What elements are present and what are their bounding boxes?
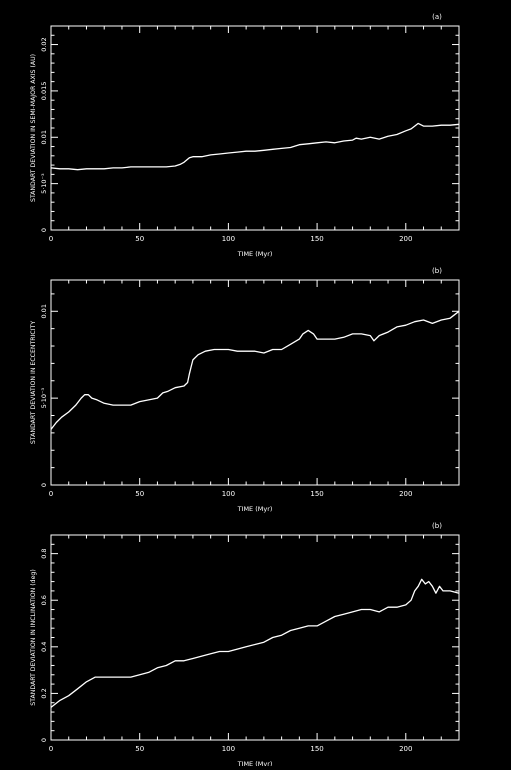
x-tick-label: 50 <box>135 235 144 243</box>
plot-frame <box>50 279 460 486</box>
x-tick-label: 200 <box>399 745 412 753</box>
y-tick-label: 0 <box>40 483 48 487</box>
y-axis-label: STANDART DEVIATION IN INCLINATION (deg) <box>30 569 37 706</box>
x-axis-label: TIME (Myr) <box>237 505 273 513</box>
x-tick-label: 200 <box>399 235 412 243</box>
panel-label: (b) <box>432 522 442 530</box>
x-tick-label: 200 <box>399 490 412 498</box>
x-tick-label: 0 <box>49 490 53 498</box>
x-tick-label: 100 <box>222 235 235 243</box>
plot-frame <box>50 534 460 741</box>
y-tick-label: 0.01 <box>40 304 48 318</box>
series-line-1 <box>50 122 460 171</box>
y-tick-label: 0 <box>40 228 48 232</box>
y-tick-label: 5·10⁻³ <box>40 173 48 194</box>
x-tick-label: 100 <box>222 490 235 498</box>
y-tick-label: 0.8 <box>40 548 48 558</box>
x-tick-label: 150 <box>310 490 323 498</box>
panel-2: 0 50 100 150 200 0 5·10⁻³ 0.01 TIME (Myr) STANDAR… <box>30 267 460 513</box>
x-tick-label: 100 <box>222 745 235 753</box>
x-axis-label: TIME (Myr) <box>237 250 273 258</box>
x-tick-label: 0 <box>49 235 53 243</box>
y-axis-label: STANDART DEVIATION IN ECCENTRICITY <box>30 321 37 444</box>
x-tick-label: 50 <box>135 745 144 753</box>
panel-1: 0 50 100 150 200 0 5·10⁻³ 0.01 0.015 0.02 TIME (My… <box>30 13 460 258</box>
y-tick-label: 0.02 <box>40 37 48 51</box>
x-tick-label: 50 <box>135 490 144 498</box>
plot-frame <box>50 25 460 231</box>
series-line-1 <box>50 310 460 430</box>
y-tick-label: 0 <box>40 738 48 742</box>
panel-label: (b) <box>432 267 442 275</box>
x-tick-label: 150 <box>310 235 323 243</box>
series-line-1 <box>50 578 460 708</box>
y-tick-label: 0.015 <box>40 82 48 101</box>
y-tick-label: 0.4 <box>40 642 48 652</box>
y-tick-label: 0.01 <box>40 130 48 144</box>
x-tick-label: 0 <box>49 745 53 753</box>
y-axis-label: STANDART DEVIATION IN SEMI-MAJOR AXIS (A… <box>30 54 37 202</box>
panel-3: 0 50 100 150 200 0 0.2 0.4 0.6 0.8 TIME (Myr) STAND… <box>30 522 460 768</box>
y-tick-label: 0.6 <box>40 595 48 605</box>
y-tick-label: 0.2 <box>40 688 48 698</box>
x-axis-label: TIME (Myr) <box>237 760 273 766</box>
panel-label: (a) <box>432 13 442 21</box>
x-tick-label: 150 <box>310 745 323 753</box>
y-tick-label: 5·10⁻³ <box>40 387 48 408</box>
